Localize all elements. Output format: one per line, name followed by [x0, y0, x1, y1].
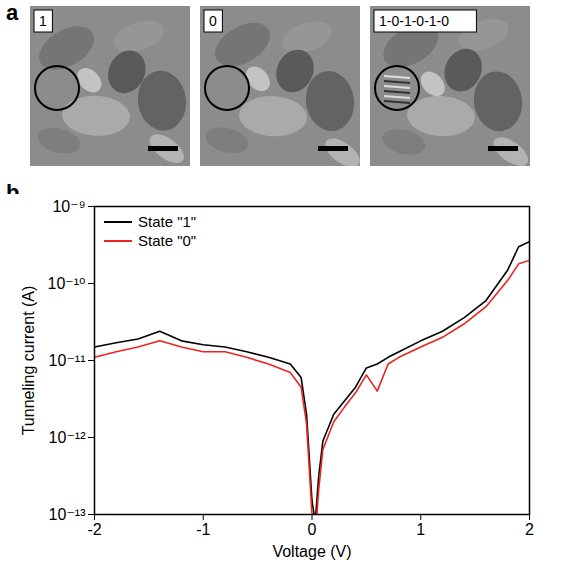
html-text:a: a — [6, 0, 19, 25]
svg-text:-2: -2 — [87, 521, 101, 538]
html-text:State "1": State "1" — [138, 213, 197, 230]
html-text:State "0": State "0" — [138, 232, 197, 249]
svg-text:1: 1 — [416, 521, 425, 538]
svg-text:Tunneling current (A): Tunneling current (A) — [20, 286, 37, 436]
svg-text:10⁻¹³: 10⁻¹³ — [49, 506, 87, 523]
svg-text:10⁻¹¹: 10⁻¹¹ — [49, 352, 86, 369]
html-text:b: b — [6, 180, 20, 205]
svg-text:1-0-1-0-1-0: 1-0-1-0-1-0 — [379, 13, 449, 29]
svg-text:10⁻⁹: 10⁻⁹ — [52, 198, 85, 215]
svg-text:10⁻¹²: 10⁻¹² — [49, 429, 87, 446]
svg-text:0: 0 — [209, 13, 217, 29]
svg-text:-1: -1 — [196, 521, 210, 538]
svg-text:10⁻¹⁰: 10⁻¹⁰ — [48, 275, 86, 292]
svg-text:2: 2 — [525, 521, 534, 538]
svg-text:1: 1 — [39, 13, 47, 29]
svg-text:0: 0 — [308, 521, 317, 538]
svg-text:Voltage (V): Voltage (V) — [272, 543, 351, 560]
